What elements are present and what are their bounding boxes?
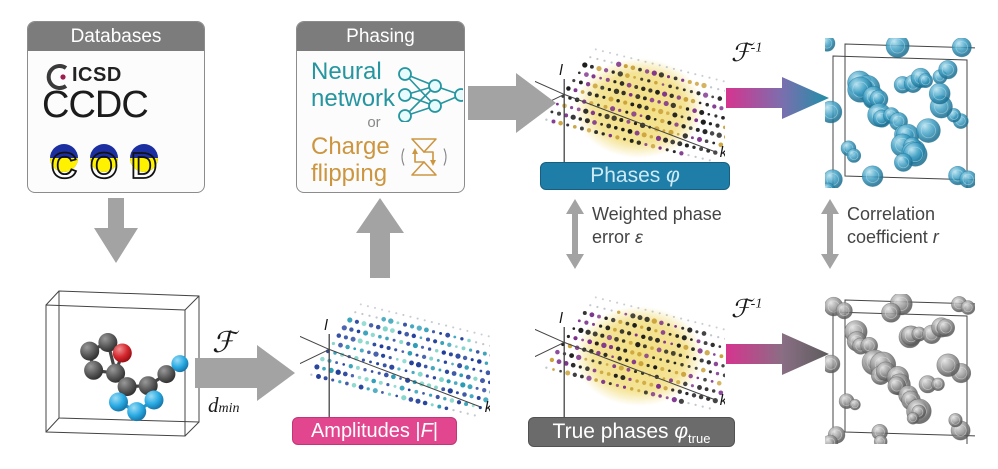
svg-text:l: l: [559, 62, 563, 79]
svg-text:O: O: [90, 145, 118, 186]
svg-text:D: D: [131, 145, 157, 186]
svg-text:C: C: [51, 145, 77, 186]
svg-text:l: l: [324, 317, 328, 334]
svg-text:l: l: [559, 310, 563, 327]
svg-text:k: k: [720, 392, 725, 409]
svg-text:k: k: [720, 144, 725, 161]
svg-text:k: k: [485, 399, 490, 416]
